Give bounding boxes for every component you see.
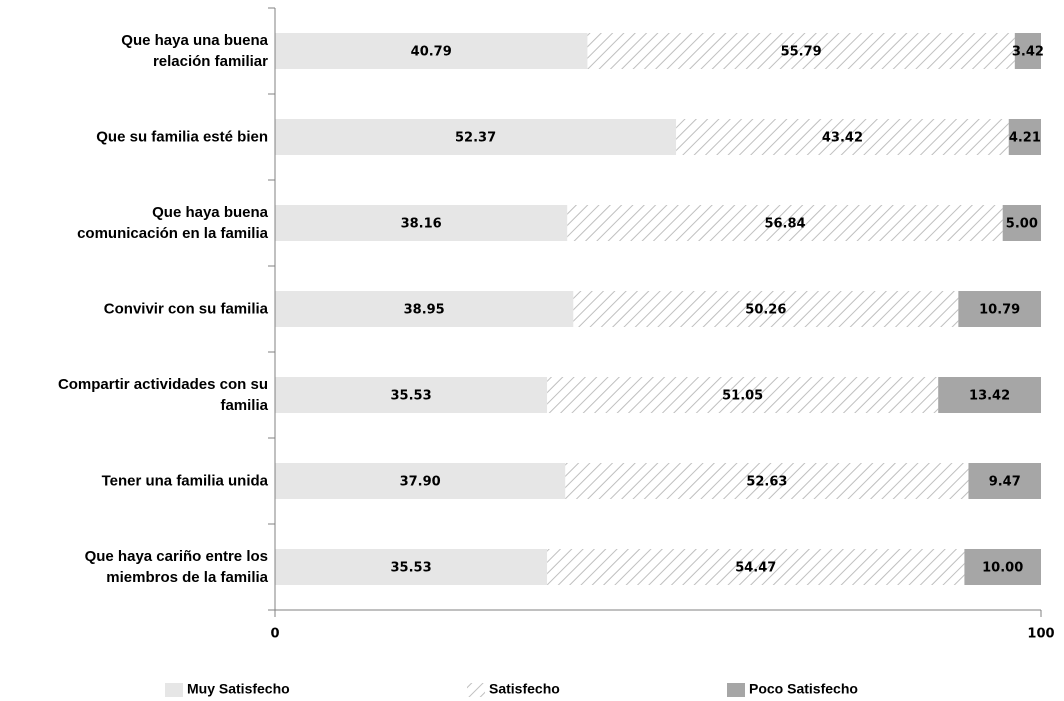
bar-segment (587, 33, 1015, 69)
data-label: 38.95 (404, 303, 445, 318)
y-tick-label: Que su familia esté bien (96, 128, 268, 146)
data-label: 55.79 (781, 45, 822, 60)
legend-label: Muy Satisfecho (187, 681, 290, 697)
data-label: 52.37 (455, 131, 496, 146)
data-label: 9.47 (989, 475, 1021, 490)
data-label: 35.53 (391, 561, 432, 576)
data-label: 54.47 (735, 561, 776, 576)
legend-label: Satisfecho (489, 681, 560, 697)
data-label: 56.84 (764, 217, 805, 232)
bar-segment (547, 549, 965, 585)
legend-swatch (727, 683, 745, 697)
data-label: 37.90 (400, 475, 441, 490)
data-label: 50.26 (745, 303, 786, 318)
data-label: 38.16 (401, 217, 442, 232)
bar-segment (1002, 205, 1041, 241)
bar-segment (567, 205, 1003, 241)
legend-swatch (165, 683, 183, 697)
bar-segment (547, 377, 939, 413)
data-label: 43.42 (822, 131, 863, 146)
y-tick-label: Convivir con su familia (103, 300, 268, 318)
bar-segment (275, 33, 588, 69)
y-tick-label: Tener una familia unida (101, 472, 268, 490)
bar-segment (964, 549, 1041, 585)
bar-segment (958, 291, 1041, 327)
y-tick-label: Que haya una buena relación familiar (121, 32, 268, 70)
bar-segment (275, 291, 574, 327)
legend-swatch (467, 683, 485, 697)
data-label: 52.63 (746, 475, 787, 490)
x-tick-label: 0 (270, 627, 279, 642)
bar-segment (275, 205, 568, 241)
data-label: 3.42 (1012, 45, 1044, 60)
bar-segment (275, 119, 677, 155)
bar-segment (1008, 119, 1041, 155)
data-label: 10.79 (979, 303, 1020, 318)
data-label: 35.53 (391, 389, 432, 404)
bar-segment (968, 463, 1041, 499)
bar-segment (938, 377, 1041, 413)
data-label: 5.00 (1006, 217, 1038, 232)
y-tick-label: Que haya cariño entre los miembros de la… (84, 548, 268, 586)
bar-segment (275, 377, 548, 413)
bar-segment (1014, 33, 1041, 69)
bar-segment (275, 549, 548, 585)
data-label: 4.21 (1009, 131, 1041, 146)
bar-segment (565, 463, 969, 499)
data-label: 51.05 (722, 389, 763, 404)
data-label: 13.42 (969, 389, 1010, 404)
data-label: 10.00 (982, 561, 1023, 576)
data-label: 40.79 (411, 45, 452, 60)
legend-label: Poco Satisfecho (749, 681, 858, 697)
bar-segment (275, 463, 566, 499)
y-tick-label: Compartir actividades con su familia (57, 376, 268, 414)
x-tick-label: 100 (1027, 627, 1054, 642)
y-tick-label: Que haya buena comunicación en la famili… (77, 204, 268, 242)
bar-segment (676, 119, 1009, 155)
bar-segment (573, 291, 959, 327)
